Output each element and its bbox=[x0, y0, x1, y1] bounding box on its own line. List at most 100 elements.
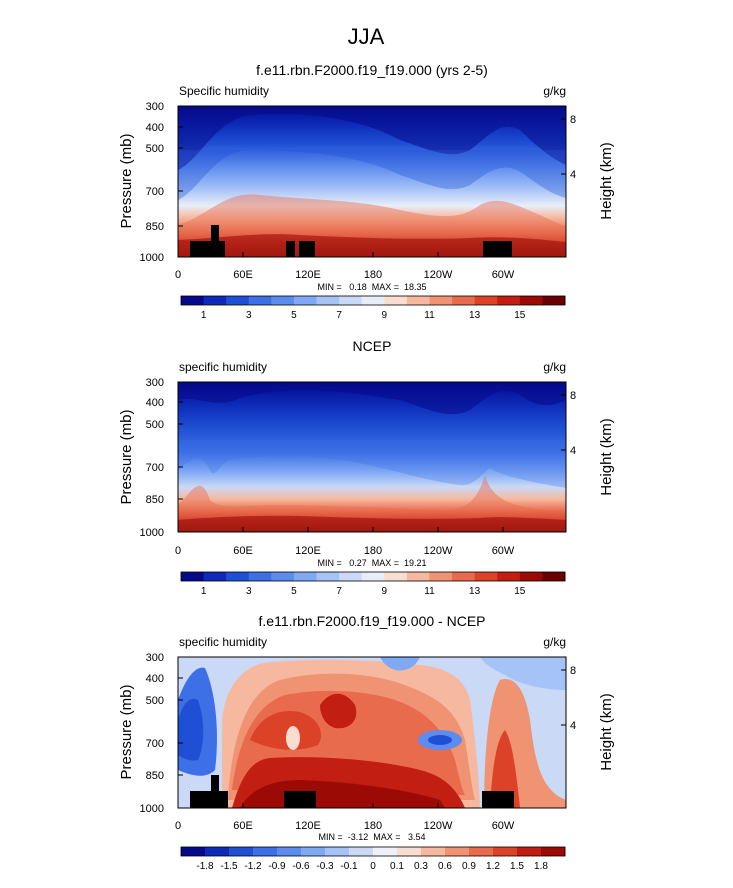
y2-tick-label: 8 bbox=[570, 390, 576, 402]
colorbar-label: 13 bbox=[469, 310, 481, 321]
colorbar-swatch bbox=[248, 296, 272, 305]
y-axis-right: 8 4 bbox=[561, 665, 576, 732]
colorbar-label: 1 bbox=[201, 310, 207, 321]
colorbar-swatch bbox=[361, 296, 385, 305]
colorbar-swatch bbox=[229, 847, 254, 856]
colorbar-swatch bbox=[226, 572, 250, 581]
colorbar-label: 0.6 bbox=[438, 861, 452, 872]
y2-axis-title: Height (km) bbox=[598, 693, 615, 771]
colorbar-label: 0.1 bbox=[390, 861, 404, 872]
y-tick-label: 1000 bbox=[140, 252, 164, 264]
colorbar-label: 0.9 bbox=[462, 861, 476, 872]
colorbar-swatch bbox=[361, 572, 385, 581]
colorbar-swatch bbox=[429, 296, 453, 305]
y-tick-label: 850 bbox=[146, 770, 164, 782]
x-axis: 0 60E 120E 180 120W 60W bbox=[175, 527, 515, 557]
colorbar-label: 13 bbox=[469, 586, 481, 597]
colorbar-label: 7 bbox=[336, 310, 342, 321]
y-tick-label: 500 bbox=[146, 419, 164, 431]
y-axis-right: 8 4 bbox=[561, 114, 576, 181]
panel-ncep: NCEP specific humidity g/kg 300 400 500 … bbox=[118, 338, 615, 597]
y-tick-label: 500 bbox=[146, 695, 164, 707]
colorbar-swatch bbox=[421, 847, 446, 856]
colorbar-swatch bbox=[519, 572, 543, 581]
colorbar-swatch bbox=[339, 572, 363, 581]
colorbar-swatch bbox=[181, 296, 204, 305]
colorbar-swatch bbox=[301, 847, 326, 856]
y-tick-label: 850 bbox=[146, 221, 164, 233]
contour-field bbox=[178, 106, 566, 257]
colorbar-label: 3 bbox=[246, 586, 252, 597]
colorbar-swatch bbox=[429, 572, 453, 581]
x-tick-label: 0 bbox=[175, 545, 181, 557]
colorbar-swatch bbox=[542, 296, 566, 305]
y-tick-label: 1000 bbox=[140, 527, 164, 539]
x-tick-label: 180 bbox=[364, 269, 382, 281]
x-tick-label: 120E bbox=[295, 269, 321, 281]
y-axis-left: 300 400 500 700 850 1000 bbox=[140, 101, 183, 264]
y-tick-label: 500 bbox=[146, 143, 164, 155]
y-tick-label: 400 bbox=[146, 673, 164, 685]
colorbar-label: 1.2 bbox=[486, 861, 500, 872]
colorbar-frame bbox=[180, 295, 566, 306]
colorbar-swatch bbox=[474, 572, 498, 581]
y2-tick-label: 8 bbox=[570, 114, 576, 126]
colorbar-swatch bbox=[384, 296, 408, 305]
colorbar-label: 5 bbox=[291, 310, 297, 321]
y-axis-title: Pressure (mb) bbox=[118, 409, 135, 504]
colorbar-swatch bbox=[226, 296, 250, 305]
colorbar-label: 15 bbox=[514, 310, 526, 321]
colorbar-label: 11 bbox=[424, 310, 435, 321]
y2-tick-label: 4 bbox=[570, 445, 576, 457]
panel-difference: f.e11.rbn.F2000.f19_f19.000 - NCEP speci… bbox=[118, 613, 615, 872]
colorbar-label: 1.5 bbox=[510, 861, 524, 872]
colorbar-swatch bbox=[469, 847, 494, 856]
colorbar-swatch bbox=[349, 847, 374, 856]
y-tick-label: 300 bbox=[146, 377, 164, 389]
colorbar-frame bbox=[180, 571, 566, 582]
colorbar-swatch bbox=[373, 847, 398, 856]
colorbar-label: -1.2 bbox=[244, 861, 262, 872]
x-tick-label: 180 bbox=[364, 820, 382, 832]
colorbar-swatch bbox=[293, 572, 317, 581]
colorbar-label: 5 bbox=[291, 586, 297, 597]
colorbar-label: -0.6 bbox=[292, 861, 310, 872]
y2-tick-label: 4 bbox=[570, 720, 576, 732]
units-label: g/kg bbox=[543, 635, 566, 649]
min-max-stats: MIN = 0.18 MAX = 18.35 bbox=[317, 282, 426, 292]
colorbar-label: 15 bbox=[514, 586, 526, 597]
x-tick-label: 0 bbox=[175, 269, 181, 281]
panel-model: f.e11.rbn.F2000.f19_f19.000 (yrs 2-5) Sp… bbox=[118, 62, 615, 321]
y-tick-label: 850 bbox=[146, 494, 164, 506]
x-tick-label: 120W bbox=[424, 269, 453, 281]
y2-axis-title: Height (km) bbox=[598, 142, 615, 220]
colorbar-label: 9 bbox=[382, 310, 388, 321]
y2-axis-title: Height (km) bbox=[598, 418, 615, 496]
x-tick-label: 60W bbox=[492, 545, 515, 557]
colorbar-label: -0.3 bbox=[316, 861, 334, 872]
colorbar-swatch bbox=[474, 296, 498, 305]
x-tick-label: 120W bbox=[424, 545, 453, 557]
y2-tick-label: 4 bbox=[570, 169, 576, 181]
colorbar-label: 0 bbox=[370, 861, 376, 872]
y-tick-label: 300 bbox=[146, 652, 164, 664]
x-tick-label: 0 bbox=[175, 820, 181, 832]
x-tick-label: 60E bbox=[233, 545, 253, 557]
panel-title: f.e11.rbn.F2000.f19_f19.000 (yrs 2-5) bbox=[256, 62, 488, 78]
y-tick-label: 1000 bbox=[140, 803, 164, 815]
field-label: Specific humidity bbox=[179, 84, 269, 98]
colorbar-swatch bbox=[316, 296, 340, 305]
colorbar-swatch bbox=[277, 847, 302, 856]
colorbar-swatch bbox=[542, 572, 566, 581]
y-tick-label: 400 bbox=[146, 122, 164, 134]
units-label: g/kg bbox=[543, 360, 566, 374]
colorbar-swatch bbox=[248, 572, 272, 581]
y-tick-label: 700 bbox=[146, 738, 164, 750]
colorbar-swatch bbox=[406, 296, 430, 305]
colorbar-swatch bbox=[325, 847, 350, 856]
colorbar-swatch bbox=[316, 572, 340, 581]
units-label: g/kg bbox=[543, 84, 566, 98]
colorbar-swatch bbox=[293, 296, 317, 305]
colorbar-swatch bbox=[519, 296, 543, 305]
